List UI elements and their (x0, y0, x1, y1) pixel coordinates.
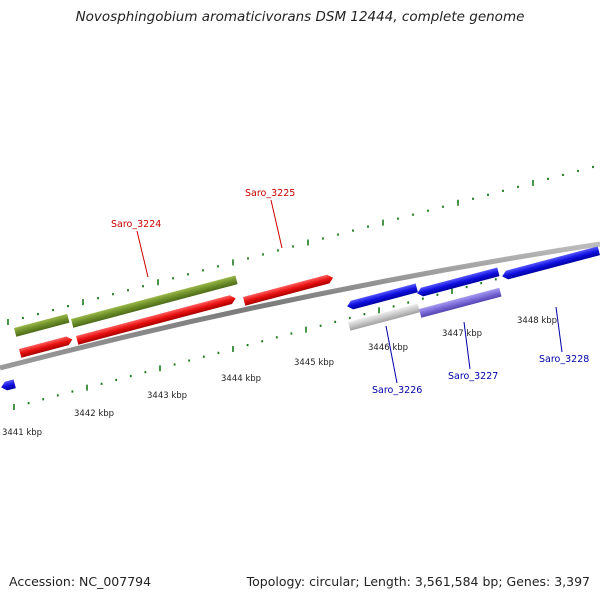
ruler-label: 3442 kbp (74, 409, 114, 419)
genome-backbone (0, 241, 600, 371)
accession-text: Accession: NC_007794 (9, 574, 152, 589)
gene-label: Saro_3224 (111, 219, 161, 230)
map-title: Novosphingobium aromaticivorans DSM 1244… (75, 9, 525, 25)
ruler-label: 3445 kbp (294, 358, 334, 368)
gene-red-arrow (243, 274, 334, 306)
ruler-label: 3443 kbp (147, 391, 187, 401)
gene-blue-arrow (347, 283, 418, 310)
gene-label-leader (270, 199, 283, 249)
ruler-label: 3447 kbp (442, 329, 482, 339)
gene-label-leader (385, 325, 398, 384)
gene-label: Saro_3226 (372, 385, 422, 396)
gene-label-leader (463, 321, 471, 370)
ruler-label: 3446 kbp (368, 343, 408, 353)
gene-blue-arrow (417, 267, 500, 297)
ruler-label: 3441 kbp (2, 428, 42, 438)
gene-blue-arrow (1, 379, 16, 391)
gene-red-arrow (76, 295, 236, 345)
gene-label: Saro_3227 (448, 371, 498, 382)
gene-label-leader (136, 230, 149, 278)
gene-purple-feature (419, 287, 502, 318)
topology-text: Topology: circular; Length: 3,561,584 bp… (246, 574, 590, 589)
gene-label: Saro_3225 (245, 188, 295, 199)
gene-green-feature (71, 275, 238, 328)
upper-ruler-ticks (7, 165, 594, 325)
gene-green-feature (14, 313, 70, 337)
gene-label: Saro_3228 (539, 354, 589, 365)
ruler-labels: 3441 kbp 3442 kbp 3443 kbp 3444 kbp 3445 kbp… (2, 316, 557, 438)
gene-label-leader (555, 306, 563, 353)
gene-features (1, 246, 600, 391)
gene-blue-arrow (502, 246, 600, 280)
gene-red-arrow (19, 336, 73, 358)
gene-grey-feature (348, 303, 420, 331)
ruler-label: 3444 kbp (221, 374, 261, 384)
ruler-label: 3448 kbp (517, 316, 557, 326)
gene-labels: Saro_3224 Saro_3225 Saro_3226 Saro_3227 Saro… (111, 188, 589, 396)
